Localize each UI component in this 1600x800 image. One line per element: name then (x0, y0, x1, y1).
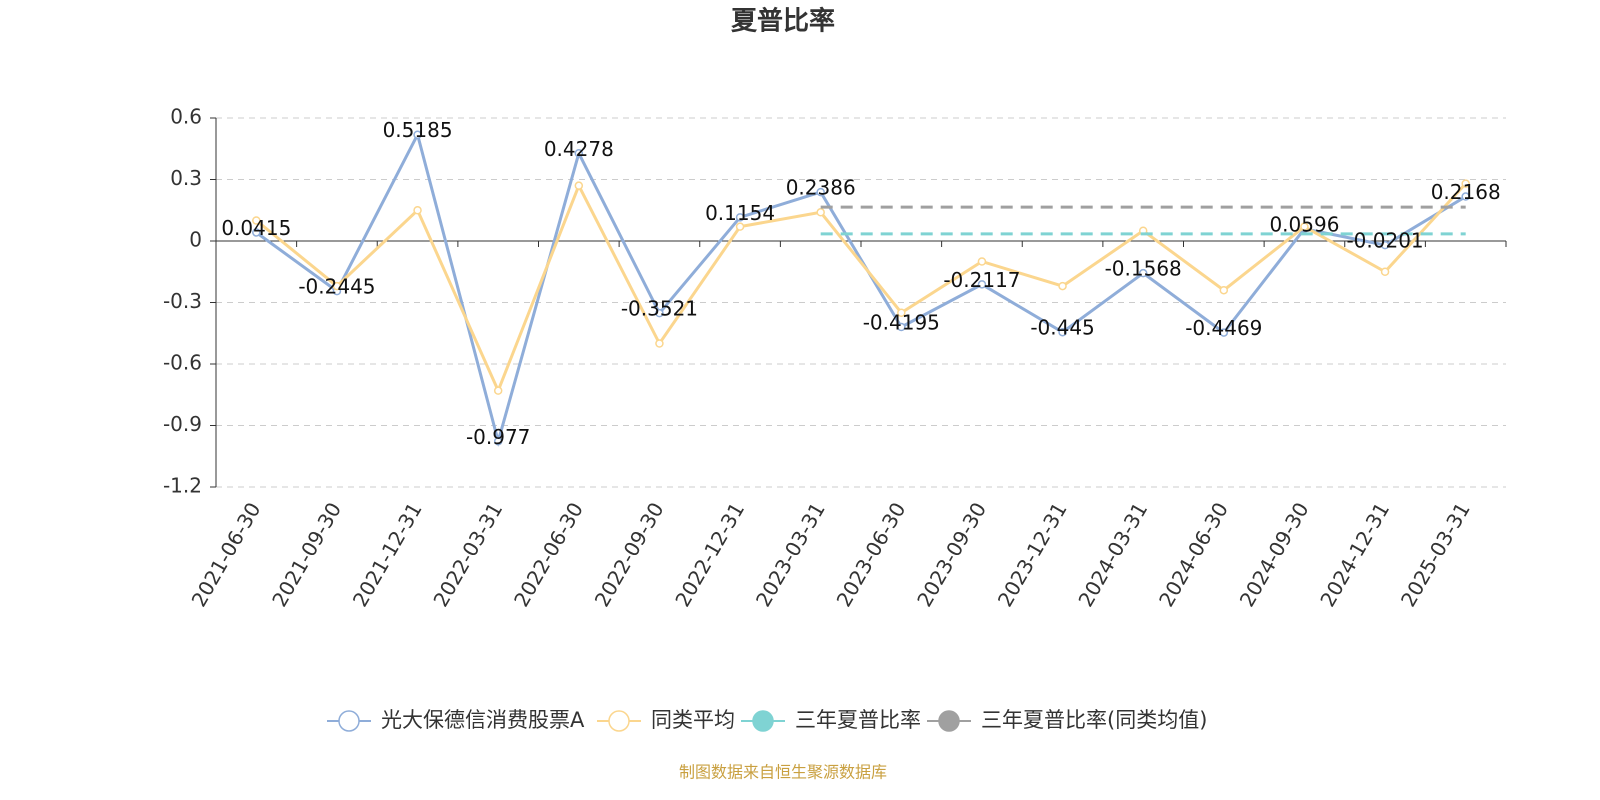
x-tick-label: 2022-03-31 (428, 498, 507, 611)
point (493, 386, 503, 395)
data-label: 0.0596 (1269, 212, 1339, 236)
data-label: 0.1154 (705, 201, 775, 225)
x-tick-label: 2024-12-31 (1315, 498, 1394, 611)
point (816, 208, 825, 217)
point (655, 308, 664, 318)
data-label: 0.5185 (383, 118, 453, 142)
x-tick-label: 2023-09-30 (912, 498, 991, 611)
point (897, 308, 906, 317)
point (413, 130, 422, 139)
legend-marker (608, 710, 630, 732)
point (1380, 240, 1390, 250)
x-tick-label: 2024-09-30 (1235, 498, 1314, 611)
x-tick-label: 2023-03-31 (751, 498, 830, 611)
point (977, 280, 987, 289)
data-label: -0.977 (466, 425, 530, 449)
legend-label: 三年夏普比率 (795, 708, 921, 732)
point (1219, 285, 1229, 295)
series-line (255, 130, 1467, 448)
x-tick-label: 2021-12-31 (348, 498, 427, 611)
data-label: -0.0201 (1346, 229, 1423, 253)
data-label: 0.0415 (221, 216, 291, 240)
y-tick-label: -1.2 (163, 474, 202, 498)
point (816, 187, 825, 197)
data-label: -0.2445 (298, 275, 375, 299)
legend-marker (752, 710, 774, 732)
x-tick-label: 2023-12-31 (993, 498, 1072, 611)
source: 制图数据来自恒生聚源数据库 (679, 763, 887, 782)
x-tick-label: 2021-09-30 (267, 498, 346, 611)
data-label: -0.4195 (863, 310, 940, 334)
x-tick-label: 2022-06-30 (509, 498, 588, 611)
y-tick-label: -0.3 (163, 289, 202, 313)
data-label: 0.2386 (786, 176, 856, 200)
point (332, 281, 342, 291)
data-label: 0.2168 (1431, 180, 1501, 204)
point (655, 339, 664, 348)
chart-title: 夏普比率 (731, 6, 835, 37)
point (1058, 327, 1067, 337)
point (1300, 222, 1309, 231)
point (493, 437, 503, 446)
point (1380, 267, 1390, 276)
point (735, 222, 745, 231)
point (1461, 192, 1470, 201)
data-label: -0.1568 (1105, 257, 1182, 281)
point (574, 181, 584, 190)
point (1461, 179, 1470, 188)
point (1058, 281, 1067, 291)
data-label: -0.4469 (1185, 316, 1262, 340)
x-tick-label: 2024-06-30 (1154, 498, 1233, 611)
point (252, 228, 261, 237)
point (977, 257, 987, 266)
point (574, 149, 584, 158)
point (252, 216, 261, 225)
x-tick-label: 2022-09-30 (590, 498, 669, 611)
data-label: -0.445 (1030, 316, 1094, 340)
y-tick-label: 0.3 (170, 166, 202, 190)
x-tick-label: 2023-06-30 (832, 498, 911, 611)
y-tick-label: -0.9 (163, 412, 202, 436)
x-tick-label: 2025-03-31 (1396, 498, 1475, 611)
point (897, 322, 906, 332)
x-tick-label: 2022-12-31 (670, 498, 749, 611)
point (1219, 328, 1229, 337)
y-tick-label: 0.6 (170, 105, 202, 129)
legend-marker (938, 710, 960, 732)
data-label: -0.2117 (943, 268, 1020, 292)
legend-label: 光大保德信消费股票A (381, 708, 585, 732)
point (735, 213, 745, 222)
point (1138, 268, 1148, 278)
legend-label: 同类平均 (651, 708, 735, 732)
y-tick-label: 0 (189, 228, 202, 252)
x-tick-label: 2024-03-31 (1073, 498, 1152, 611)
data-label: 0.4278 (544, 137, 614, 161)
data-label: -0.3521 (621, 297, 698, 321)
point (413, 206, 422, 215)
y-tick-label: -0.6 (163, 351, 202, 375)
legend-label: 三年夏普比率(同类均值) (981, 708, 1207, 732)
legend-marker (338, 710, 360, 732)
series-line (255, 182, 1467, 395)
x-tick-label: 2021-06-30 (187, 498, 266, 611)
